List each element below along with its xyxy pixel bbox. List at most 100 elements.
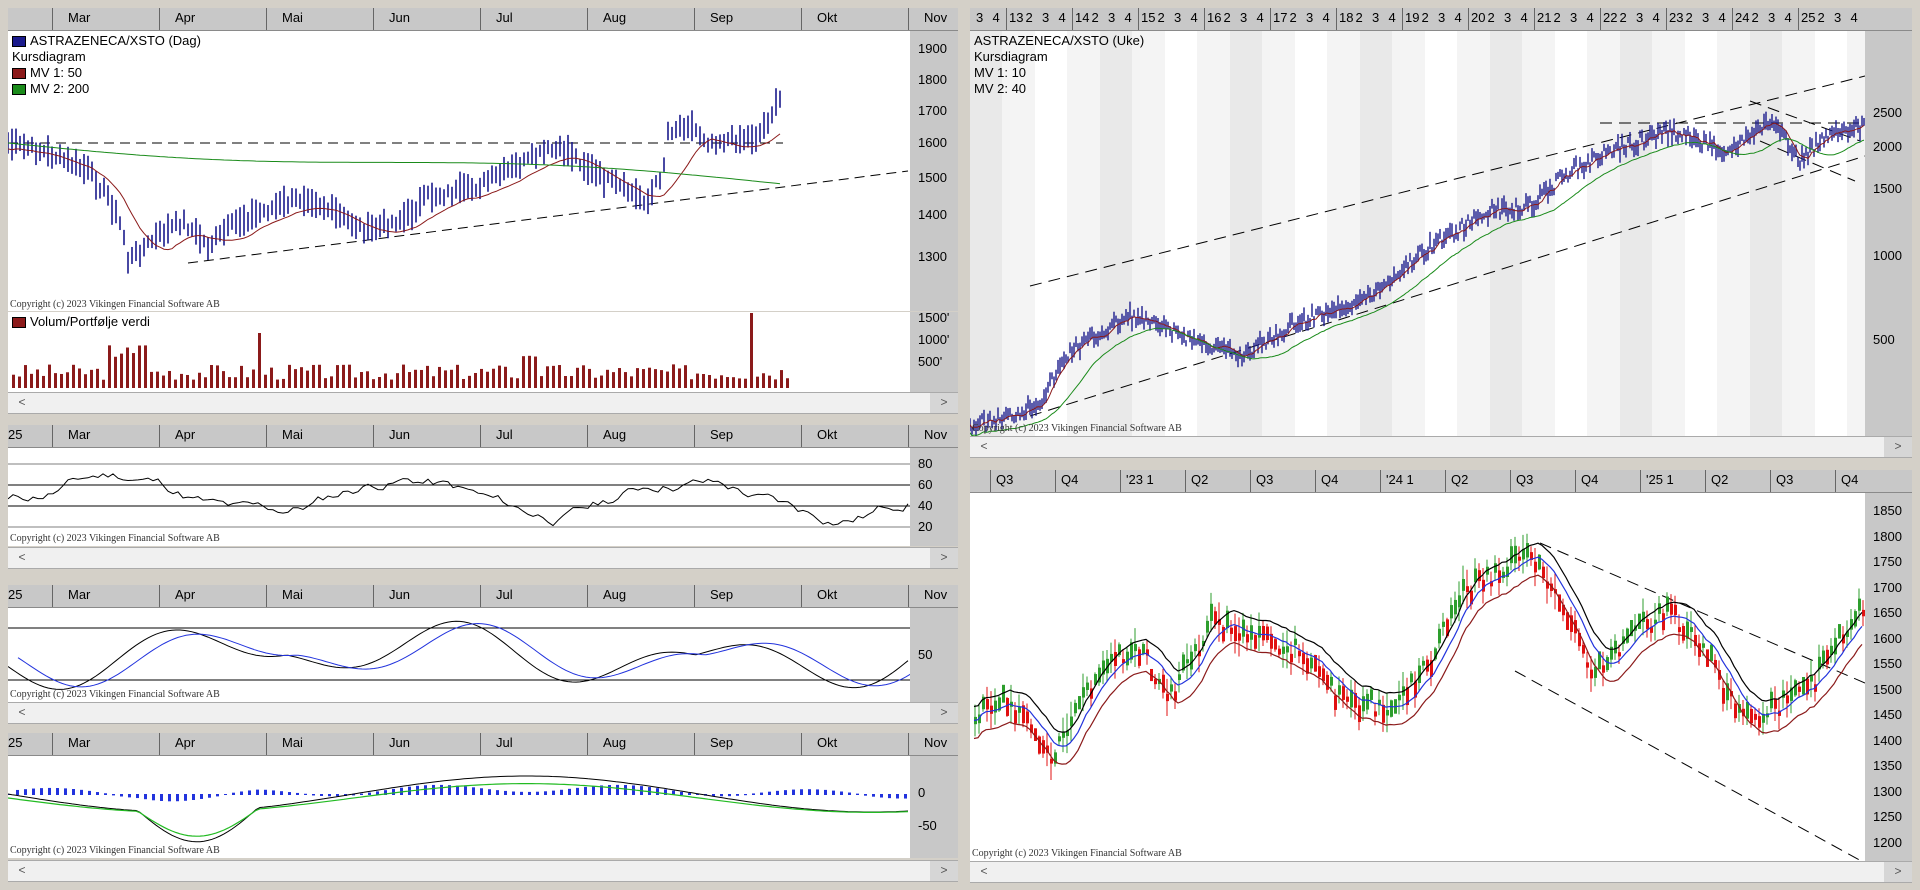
volume-bar xyxy=(204,377,207,388)
volume-bar xyxy=(12,374,15,388)
daily-price-plot[interactable]: ASTRAZENECA/XSTO (Dag) Kursdiagram MV 1:… xyxy=(8,31,910,311)
quarter-label: Q3 xyxy=(1776,472,1794,487)
mv2-swatch xyxy=(12,84,26,96)
weekly-scroll-right[interactable]: > xyxy=(1884,437,1912,457)
macd-hist-bar xyxy=(128,794,131,798)
macd-hist-bar xyxy=(312,794,315,796)
volume-bar xyxy=(576,367,579,388)
macd-hist-bar xyxy=(824,789,827,795)
year-band xyxy=(1555,31,1587,436)
candle-plot[interactable]: Copyright (c) 2023 Vikingen Financial So… xyxy=(970,493,1865,861)
volume-bar xyxy=(426,365,429,388)
macd-hist-bar xyxy=(216,794,219,797)
macd-hist-bar xyxy=(168,794,171,802)
volume-bar xyxy=(444,370,447,388)
daily-legend: ASTRAZENECA/XSTO (Dag) Kursdiagram MV 1:… xyxy=(12,33,201,97)
volume-bar xyxy=(150,371,153,388)
year-label: 17 xyxy=(1273,10,1288,25)
macd-hist-bar xyxy=(56,788,59,795)
candle-up xyxy=(1070,716,1073,727)
stoch-scrollbar[interactable]: < > xyxy=(8,702,958,724)
year-label: 3 xyxy=(1636,10,1644,25)
macd-hist-bar xyxy=(504,790,507,795)
mv1-line xyxy=(8,133,781,251)
volume-bar xyxy=(102,379,105,388)
axis-tick xyxy=(587,8,588,30)
macd-hist-bar xyxy=(784,790,787,795)
rsi-scroll-right[interactable]: > xyxy=(930,548,958,568)
candle-up xyxy=(1838,624,1841,639)
axis-tick xyxy=(587,733,588,755)
candle-up xyxy=(1802,676,1805,695)
candle-up xyxy=(1526,543,1529,558)
year-label: 15 xyxy=(1141,10,1156,25)
axis-label: Mai xyxy=(282,10,303,25)
weekly-scrollbar[interactable]: < > xyxy=(970,436,1912,458)
axis-tick xyxy=(52,425,53,447)
stoch-scroll-left[interactable]: < xyxy=(18,705,26,719)
volume-bar xyxy=(498,365,501,388)
volume-bar xyxy=(414,369,417,388)
candle-svg xyxy=(973,533,1865,861)
quarter-label: Q4 xyxy=(1841,472,1859,487)
macd-hist-bar xyxy=(688,793,691,795)
axis-label: Nov xyxy=(924,735,948,750)
volume-bar xyxy=(702,374,705,388)
volume-bar xyxy=(120,353,123,388)
axis-label: Jul xyxy=(496,735,513,750)
candle-down xyxy=(1582,644,1585,654)
macd-scroll-right[interactable]: > xyxy=(930,861,958,881)
weekly-scroll-left[interactable]: < xyxy=(980,439,988,453)
candle-up xyxy=(1390,700,1393,717)
rsi-window: 25 Mar Apr Mai Jun Jul Aug Sep Okt Nov Copyright … xyxy=(8,425,958,570)
stoch-plot[interactable]: Copyright (c) 2023 Vikingen Financial So… xyxy=(8,608,910,702)
candle-up xyxy=(1654,619,1657,624)
axis-start-label: 25 xyxy=(8,587,23,602)
volume-plot[interactable]: Volum/Portfølje verdi xyxy=(8,312,910,392)
weekly-mv1-line xyxy=(970,122,1865,429)
candle-up xyxy=(1686,621,1689,639)
macd-hist-bar xyxy=(304,793,307,795)
volume-bar xyxy=(192,379,195,388)
y-tick-label: 1250 xyxy=(1873,809,1902,824)
candle-down xyxy=(1562,604,1565,616)
year-label: 2 xyxy=(1817,10,1825,25)
y-tick-label: 1600 xyxy=(918,135,947,150)
macd-scroll-left[interactable]: < xyxy=(18,863,26,877)
macd-hist-bar xyxy=(120,794,123,797)
axis-label: Jun xyxy=(389,427,410,442)
macd-hist-bar xyxy=(576,787,579,795)
candle-up xyxy=(1066,730,1069,737)
y-tick-label: 20 xyxy=(918,519,933,534)
year-band xyxy=(1620,31,1652,436)
macd-hist-bar xyxy=(464,786,467,795)
candle-lower-band xyxy=(973,574,1863,765)
daily-scroll-left[interactable]: < xyxy=(18,395,26,409)
candle-copyright: Copyright (c) 2023 Vikingen Financial So… xyxy=(972,848,1182,859)
macd-hist-bar xyxy=(840,791,843,795)
rsi-plot[interactable]: Copyright (c) 2023 Vikingen Financial So… xyxy=(8,448,910,546)
candle-scrollbar[interactable]: < > xyxy=(970,861,1912,883)
macd-plot[interactable]: Copyright (c) 2023 Vikingen Financial So… xyxy=(8,756,910,858)
candle-down xyxy=(1246,634,1249,643)
rsi-scroll-left[interactable]: < xyxy=(18,550,26,564)
daily-scroll-right[interactable]: > xyxy=(930,393,958,413)
stoch-scroll-right[interactable]: > xyxy=(930,703,958,723)
daily-scrollbar[interactable]: < > xyxy=(8,392,958,414)
candle-down xyxy=(1682,625,1685,641)
quarter-tick xyxy=(1640,470,1641,492)
axis-label: Nov xyxy=(924,427,948,442)
y-tick-label: 1550 xyxy=(1873,656,1902,671)
weekly-chart-window: 3 4 13 2 3 4 14 2 3 4 15 2 3 4 16 2 3 4 17 2 3 4 18 2 3 4 19 2 3 4 20 2… xyxy=(970,8,1912,458)
candle-up xyxy=(1442,621,1445,627)
candle-scroll-right[interactable]: > xyxy=(1884,862,1912,882)
macd-hist-bar xyxy=(80,789,83,795)
candle-down xyxy=(1698,643,1701,657)
macd-scrollbar[interactable]: < > xyxy=(8,860,958,882)
candle-scroll-left[interactable]: < xyxy=(980,864,988,878)
weekly-price-plot[interactable]: ASTRAZENECA/XSTO (Uke) Kursdiagram MV 1:… xyxy=(970,31,1865,436)
macd-hist-bar xyxy=(544,791,547,795)
rsi-scrollbar[interactable]: < > xyxy=(8,547,958,569)
axis-tick xyxy=(801,733,802,755)
axis-label: Jul xyxy=(496,427,513,442)
